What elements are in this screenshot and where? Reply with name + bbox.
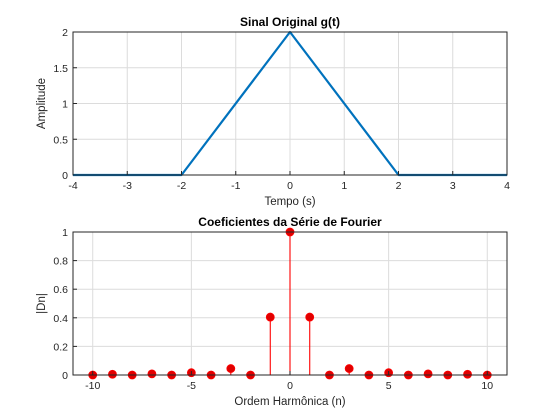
signal-xtick-label: 1 bbox=[341, 180, 347, 192]
fourier-stem-marker bbox=[226, 364, 236, 373]
signal-ytick-label: 2 bbox=[62, 27, 68, 39]
fourier-ytick-label: 0 bbox=[62, 370, 68, 382]
fourier-stem-marker bbox=[305, 312, 315, 322]
fourier-stem-marker bbox=[423, 369, 433, 379]
signal-ytick-label: 0.5 bbox=[53, 134, 68, 146]
fourier-ytick-label: 0.8 bbox=[53, 256, 68, 268]
signal-chart-title: Sinal Original g(t) bbox=[240, 15, 340, 29]
signal-xtick-label: 3 bbox=[450, 180, 456, 192]
fourier-ytick-label: 0.2 bbox=[53, 341, 68, 353]
fourier-xtick-label: 0 bbox=[287, 380, 293, 392]
fourier-stem-marker bbox=[265, 312, 275, 322]
signal-xtick-label: -3 bbox=[123, 180, 132, 192]
fourier-stem-marker bbox=[108, 369, 117, 379]
fourier-xtick-label: -10 bbox=[85, 380, 100, 392]
fourier-ytick-label: 0.6 bbox=[53, 284, 68, 296]
signal-xtick-label: -1 bbox=[231, 180, 240, 192]
fourier-xtick-label: -5 bbox=[187, 380, 196, 392]
signal-ytick-label: 1.5 bbox=[53, 63, 68, 75]
fourier-chart: -10 -5 0 5 10 0 0.2 0.4 0.6 0.8 1 Coeficientes da … bbox=[36, 215, 508, 408]
signal-chart-ticks: -4 -3 -2 -1 0 1 2 3 4 0 0.5 1 1.5 2 bbox=[53, 27, 510, 192]
fourier-chart-xlabel: Ordem Harmônica (n) bbox=[234, 396, 345, 408]
fourier-stem-marker bbox=[344, 364, 354, 373]
fourier-stem-marker bbox=[147, 369, 157, 379]
fourier-stem-marker bbox=[463, 369, 472, 379]
fourier-chart-ticks: -10 -5 0 5 10 0 0.2 0.4 0.6 0.8 1 bbox=[53, 227, 493, 392]
signal-ytick-label: 1 bbox=[62, 99, 68, 111]
signal-chart: -4 -3 -2 -1 0 1 2 3 4 0 0.5 1 1.5 2 Sinal Original g(… bbox=[36, 15, 510, 208]
signal-chart-xlabel: Tempo (s) bbox=[264, 196, 315, 208]
fourier-xtick-label: 5 bbox=[386, 380, 392, 392]
signal-xtick-label: 2 bbox=[396, 180, 402, 192]
signal-xtick-label: -2 bbox=[177, 180, 186, 192]
signal-xtick-label: -4 bbox=[68, 180, 77, 192]
fourier-ytick-label: 1 bbox=[62, 227, 68, 239]
fourier-xtick-label: 10 bbox=[481, 380, 493, 392]
fourier-chart-title: Coeficientes da Série de Fourier bbox=[198, 215, 382, 229]
fourier-chart-ylabel: |Dn| bbox=[36, 293, 48, 314]
fourier-ytick-label: 0.4 bbox=[53, 313, 68, 325]
signal-xtick-label: 0 bbox=[287, 180, 293, 192]
signal-chart-ylabel: Amplitude bbox=[36, 78, 48, 129]
signal-xtick-label: 4 bbox=[504, 180, 510, 192]
signal-ytick-label: 0 bbox=[62, 170, 68, 182]
